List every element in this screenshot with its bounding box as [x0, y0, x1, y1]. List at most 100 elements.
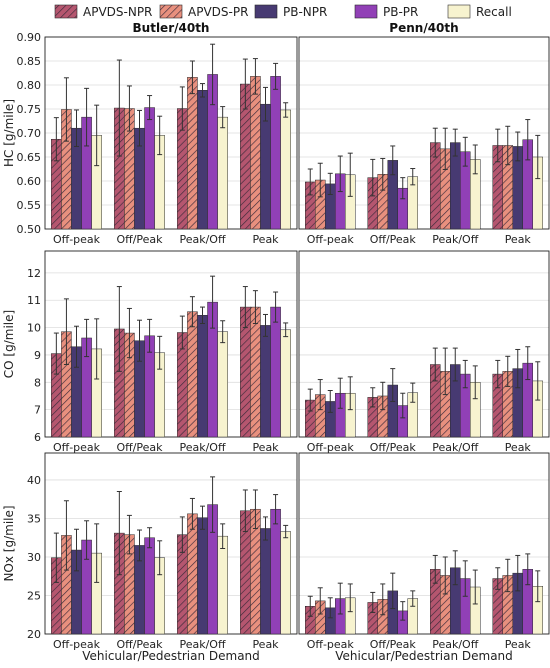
- bar-hatch: [305, 606, 316, 634]
- bar-pb-npr-peak-off: [450, 550, 461, 635]
- bar-recall-off-peak: [407, 382, 418, 438]
- x-tick-label: Off-peak: [53, 441, 101, 454]
- bar-apvds-pr-peak-off: [187, 497, 198, 635]
- bar-hatch: [124, 534, 135, 634]
- bar-fill: [144, 107, 155, 230]
- x-axis-label: Vehicular/Pedestrian Demand: [82, 649, 260, 663]
- y-axis-label: CO [g/mile]: [2, 310, 16, 378]
- bar-apvds-npr-peak: [492, 567, 503, 635]
- x-tick-label: Peak/Off: [179, 441, 225, 454]
- bar-hatch: [430, 569, 441, 634]
- bar-recall-peak: [280, 524, 291, 635]
- bar-hatch: [440, 371, 451, 437]
- bar-hatch: [177, 108, 188, 229]
- panel-title: Penn/40th: [389, 21, 458, 35]
- bar-pb-pr-peak-off: [460, 560, 471, 635]
- legend-swatch-hatch: [160, 5, 182, 18]
- x-tick-label: Peak: [252, 233, 279, 246]
- bar-hatch: [240, 510, 251, 634]
- bar-apvds-pr-peak: [502, 125, 513, 230]
- x-tick-label: Peak: [505, 233, 532, 246]
- panel-r1-c1: Off-peak Off/Peak Peak/Off Peak: [298, 250, 550, 454]
- y-tick-label: 12: [27, 267, 41, 280]
- legend-label: PB-NPR: [283, 5, 327, 19]
- x-tick-label: Peak/Off: [432, 638, 478, 651]
- bar-recall-peak: [532, 570, 543, 635]
- bar-apvds-npr-off-peak: [51, 532, 62, 635]
- legend-swatch-hatch: [55, 5, 77, 18]
- y-tick-label: 40: [27, 474, 41, 487]
- bar-hatch: [502, 575, 513, 634]
- bar-apvds-pr-off-peak: [61, 298, 72, 438]
- bar-hatch: [124, 333, 135, 437]
- bar-recall-off-peak: [91, 318, 102, 438]
- bar-apvds-pr-off-peak: [315, 162, 326, 230]
- y-axis-label: HC [g/mile]: [2, 99, 16, 167]
- bar-apvds-pr-off-peak: [377, 381, 388, 438]
- x-tick-label: Off-peak: [307, 638, 355, 651]
- bar-hatch: [315, 394, 326, 437]
- bar-apvds-npr-off-peak: [305, 388, 316, 438]
- bar-hatch: [492, 374, 503, 437]
- bar-pb-npr-peak: [512, 554, 523, 635]
- bar-apvds-npr-off-peak: [367, 387, 378, 438]
- x-tick-label: Off/Peak: [370, 638, 417, 651]
- bar-hatch: [51, 139, 62, 229]
- bar-hatch: [61, 535, 72, 634]
- bar-fill: [217, 331, 228, 438]
- bar-fill: [217, 535, 228, 635]
- bar-recall-peak-off: [470, 144, 481, 230]
- bar-pb-pr-off-peak: [335, 582, 346, 635]
- bar-pb-pr-off-peak: [81, 318, 92, 438]
- bar-pb-npr-peak: [260, 313, 271, 438]
- y-tick-label: 9: [34, 349, 41, 362]
- bar-hatch: [187, 77, 198, 229]
- bar-fill: [280, 109, 291, 230]
- bar-recall-off-peak: [91, 523, 102, 635]
- panel-frame: [44, 36, 298, 230]
- bar-recall-off-peak: [345, 152, 356, 230]
- bar-pb-pr-off-peak: [144, 318, 155, 438]
- y-tick-label: 30: [27, 551, 41, 564]
- x-tick-label: Peak/Off: [179, 233, 225, 246]
- legend-item-pb-pr: PB-PR: [354, 4, 418, 19]
- y-tick-label: 0.60: [17, 175, 42, 188]
- bar-pb-npr-off-peak: [71, 325, 82, 438]
- bar-apvds-npr-off-peak: [367, 591, 378, 635]
- bar-apvds-npr-peak: [492, 128, 503, 230]
- bar-pb-npr-peak: [260, 86, 271, 230]
- legend-label: APVDS-NPR: [83, 5, 152, 19]
- bar-pb-pr-peak-off: [207, 43, 218, 230]
- bar-pb-npr-off-peak: [325, 172, 336, 230]
- bar-apvds-npr-off-peak: [51, 332, 62, 438]
- bar-apvds-pr-off-peak: [315, 379, 326, 438]
- bar-hatch: [305, 400, 316, 437]
- panel-r0-c1: Penn/40th Off-peak Off/Peak Peak/Off Peak: [298, 21, 550, 246]
- y-tick-label: 11: [27, 294, 41, 307]
- bar-pb-npr-peak-off: [450, 347, 461, 438]
- bar-hatch: [250, 307, 261, 437]
- panel-frame: [298, 250, 550, 438]
- x-tick-label: Off/Peak: [370, 441, 417, 454]
- legend-item-pb-npr: PB-NPR: [254, 4, 327, 19]
- bar-pb-npr-off-peak: [325, 597, 336, 635]
- bar-pb-pr-off-peak: [335, 155, 346, 230]
- x-tick-label: Off/Peak: [370, 233, 417, 246]
- bar-apvds-npr-peak: [240, 58, 251, 230]
- bar-hatch: [377, 174, 388, 229]
- bar-hatch: [315, 180, 326, 229]
- bar-apvds-npr-peak: [492, 359, 503, 438]
- bar-pb-pr-peak-off: [207, 476, 218, 635]
- bar-pb-pr-off-peak: [397, 177, 408, 230]
- bar-apvds-pr-off-peak: [377, 157, 388, 230]
- bar-pb-pr-peak: [270, 291, 281, 438]
- bar-fill: [217, 116, 228, 230]
- legend-item-apvds-npr: APVDS-NPR: [54, 4, 152, 19]
- bar-pb-pr-off-peak: [81, 520, 92, 635]
- legend: APVDS-NPR APVDS-PR PB-NPR PB-PR Recall: [54, 4, 512, 19]
- bar-fill: [270, 76, 281, 230]
- legend-label: PB-PR: [383, 5, 418, 19]
- bar-fill: [197, 315, 208, 438]
- bar-hatch: [250, 509, 261, 634]
